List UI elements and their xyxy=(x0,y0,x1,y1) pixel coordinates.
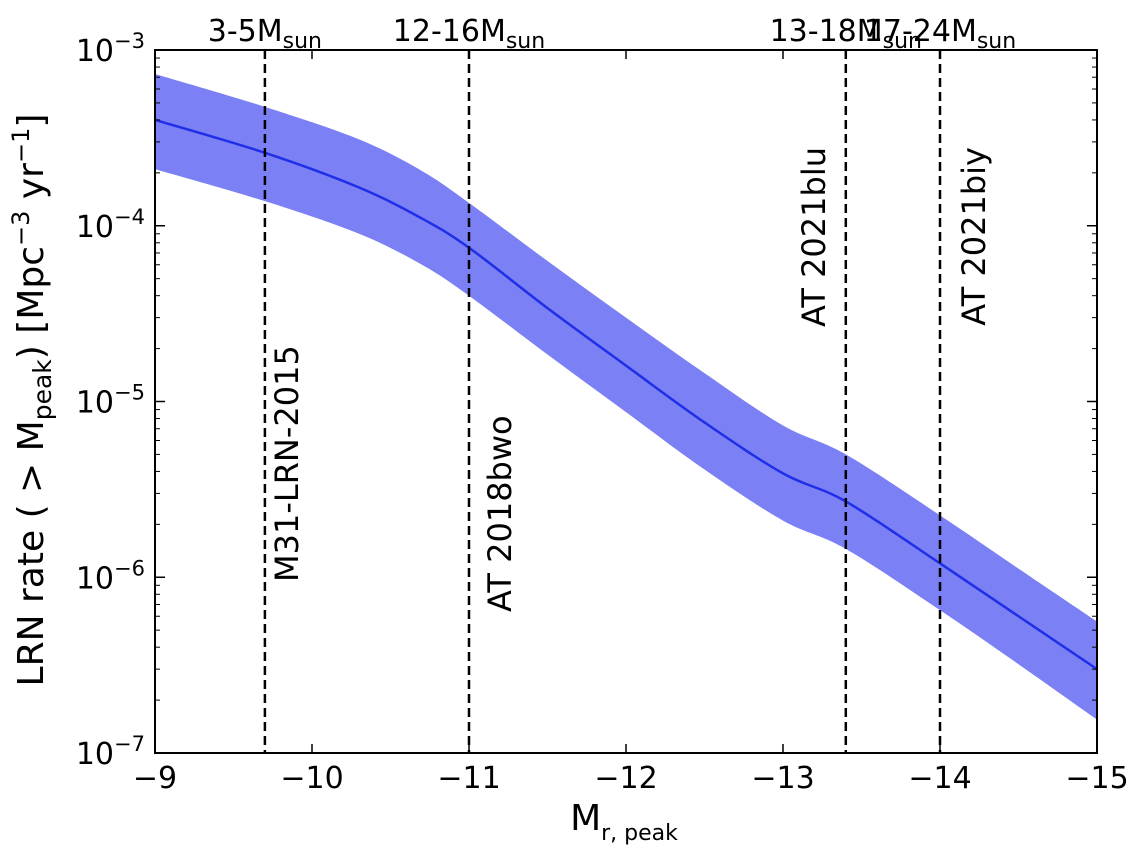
event-name-label: AT 2021biy xyxy=(955,147,993,326)
confidence-band-layer xyxy=(155,74,1097,720)
y-axis-title-sup1: −3 xyxy=(7,211,35,246)
y-tick-label: 10−6 xyxy=(76,556,145,596)
x-tick-label: −11 xyxy=(437,761,500,796)
x-tick-label: −12 xyxy=(594,761,657,796)
y-tick-label: 10−4 xyxy=(76,205,145,245)
event-name-label: AT 2018bwo xyxy=(481,415,519,612)
event-mass-label: 3-5Msun xyxy=(208,14,322,54)
y-axis-title-yr: yr xyxy=(11,163,52,211)
x-ticks-layer: −9 −10 −11 −12 −13 −14 −15 xyxy=(133,50,1129,796)
x-axis-title-main: M xyxy=(570,798,601,839)
y-axis-title-prefix-sub: peak xyxy=(28,359,57,421)
confidence-band xyxy=(155,74,1097,720)
x-tick-label: −10 xyxy=(280,761,343,796)
event-name-label: AT 2021blu xyxy=(795,147,833,327)
y-axis-title: LRN rate ( > Mpeak) [Mpc−3 yr−1] xyxy=(7,114,57,687)
x-tick-label: −15 xyxy=(1065,761,1128,796)
y-tick-label: 10−5 xyxy=(76,381,145,421)
y-ticks-layer: 10−3 10−4 10−5 10−6 10−7 xyxy=(76,29,1097,772)
event-mass-label: 17-24Msun xyxy=(864,14,1016,54)
y-axis-title-prefix: LRN rate ( > M xyxy=(11,420,52,686)
y-axis-title-close: ] xyxy=(11,114,52,128)
y-axis-title-sup2: −1 xyxy=(7,128,35,163)
x-tick-label: −13 xyxy=(751,761,814,796)
x-axis-title: Mr, peak xyxy=(570,798,678,846)
x-tick-label: −14 xyxy=(908,761,971,796)
event-mass-label: 12-16Msun xyxy=(393,14,545,54)
y-tick-label: 10−3 xyxy=(76,29,145,69)
rate-line xyxy=(154,118,1098,671)
x-axis-title-sub: r, peak xyxy=(601,821,678,846)
event-markers-layer: 3-5Msun 12-16Msun 13-18Msun17-24MsunM31-LR… xyxy=(208,14,1016,753)
x-tick-label: −9 xyxy=(133,761,177,796)
event-name-label: M31-LRN-2015 xyxy=(268,345,306,582)
rate-line-layer xyxy=(154,118,1098,671)
y-tick-label: 10−7 xyxy=(76,732,145,772)
y-axis-title-mid: ) [Mpc xyxy=(11,246,52,359)
